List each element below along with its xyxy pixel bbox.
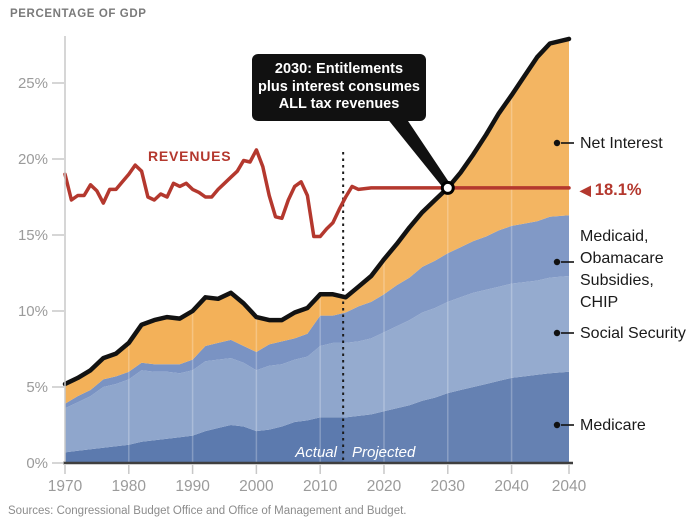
area-medicare: [65, 371, 569, 462]
x-tick-label: 1970: [48, 478, 83, 495]
page-title: PERCENTAGE OF GDP: [10, 8, 147, 20]
callout-box: 2030: Entitlements plus interest consume…: [252, 54, 426, 121]
actual-phase-label: Actual: [295, 444, 337, 461]
x-tick-label: 2040: [552, 478, 587, 495]
legend-medicare: Medicare: [580, 417, 646, 434]
revenue-end-value: 18.1%: [594, 181, 642, 199]
x-tick-label: 2020: [367, 478, 402, 495]
y-tick-label: 15%: [18, 227, 48, 244]
legend-dot-icon: [553, 258, 561, 266]
legend-dot-icon: [553, 139, 561, 147]
area-social-security: [65, 276, 569, 453]
projected-phase-label: Projected: [352, 444, 416, 461]
legend-dot-icon: [553, 421, 561, 429]
y-tick-label: 5%: [26, 379, 48, 396]
revenue-end-callout: ◀ 18.1%: [580, 181, 642, 200]
legend-medicaid: Medicaid, Obamacare Subsidies, CHIP: [580, 228, 664, 311]
revenues-series-label: REVENUES: [148, 148, 232, 164]
area-medicaid-obamacare-subsidies-chip: [65, 215, 569, 409]
left-triangle-icon: ◀: [580, 182, 591, 198]
x-tick-label: 2030: [431, 478, 466, 495]
legend-dot-icon: [553, 329, 561, 337]
intersection-marker: [440, 180, 455, 195]
x-tick-label: 2000: [239, 478, 274, 495]
callout-line-1: 2030: Entitlements: [274, 61, 404, 77]
legend-social-security: Social Security: [580, 325, 686, 342]
callout-line-2: plus interest consumes: [258, 78, 420, 95]
legend-connectors: [553, 139, 574, 429]
axes: 0% 5% 10% 15% 20% 25% 1970 1980 1990 2000 2010 2020…: [18, 36, 587, 495]
y-tick-label: 20%: [18, 151, 48, 168]
y-tick-label: 0%: [26, 455, 48, 472]
callout-pointer: [382, 112, 451, 190]
x-tick-label: 1990: [175, 478, 210, 495]
x-tick-label: 2040: [494, 478, 529, 495]
y-tick-label: 10%: [18, 303, 48, 320]
y-tick-label: 25%: [18, 75, 48, 92]
legend-net-interest: Net Interest: [580, 135, 663, 152]
revenues-line: [63, 148, 571, 239]
total-spending-line: [62, 36, 572, 387]
callout-line-3: ALL tax revenues: [278, 96, 400, 112]
sources-note: Sources: Congressional Budget Office and…: [8, 505, 407, 517]
x-tick-label: 1980: [112, 478, 147, 495]
x-tick-label: 2010: [303, 478, 338, 495]
